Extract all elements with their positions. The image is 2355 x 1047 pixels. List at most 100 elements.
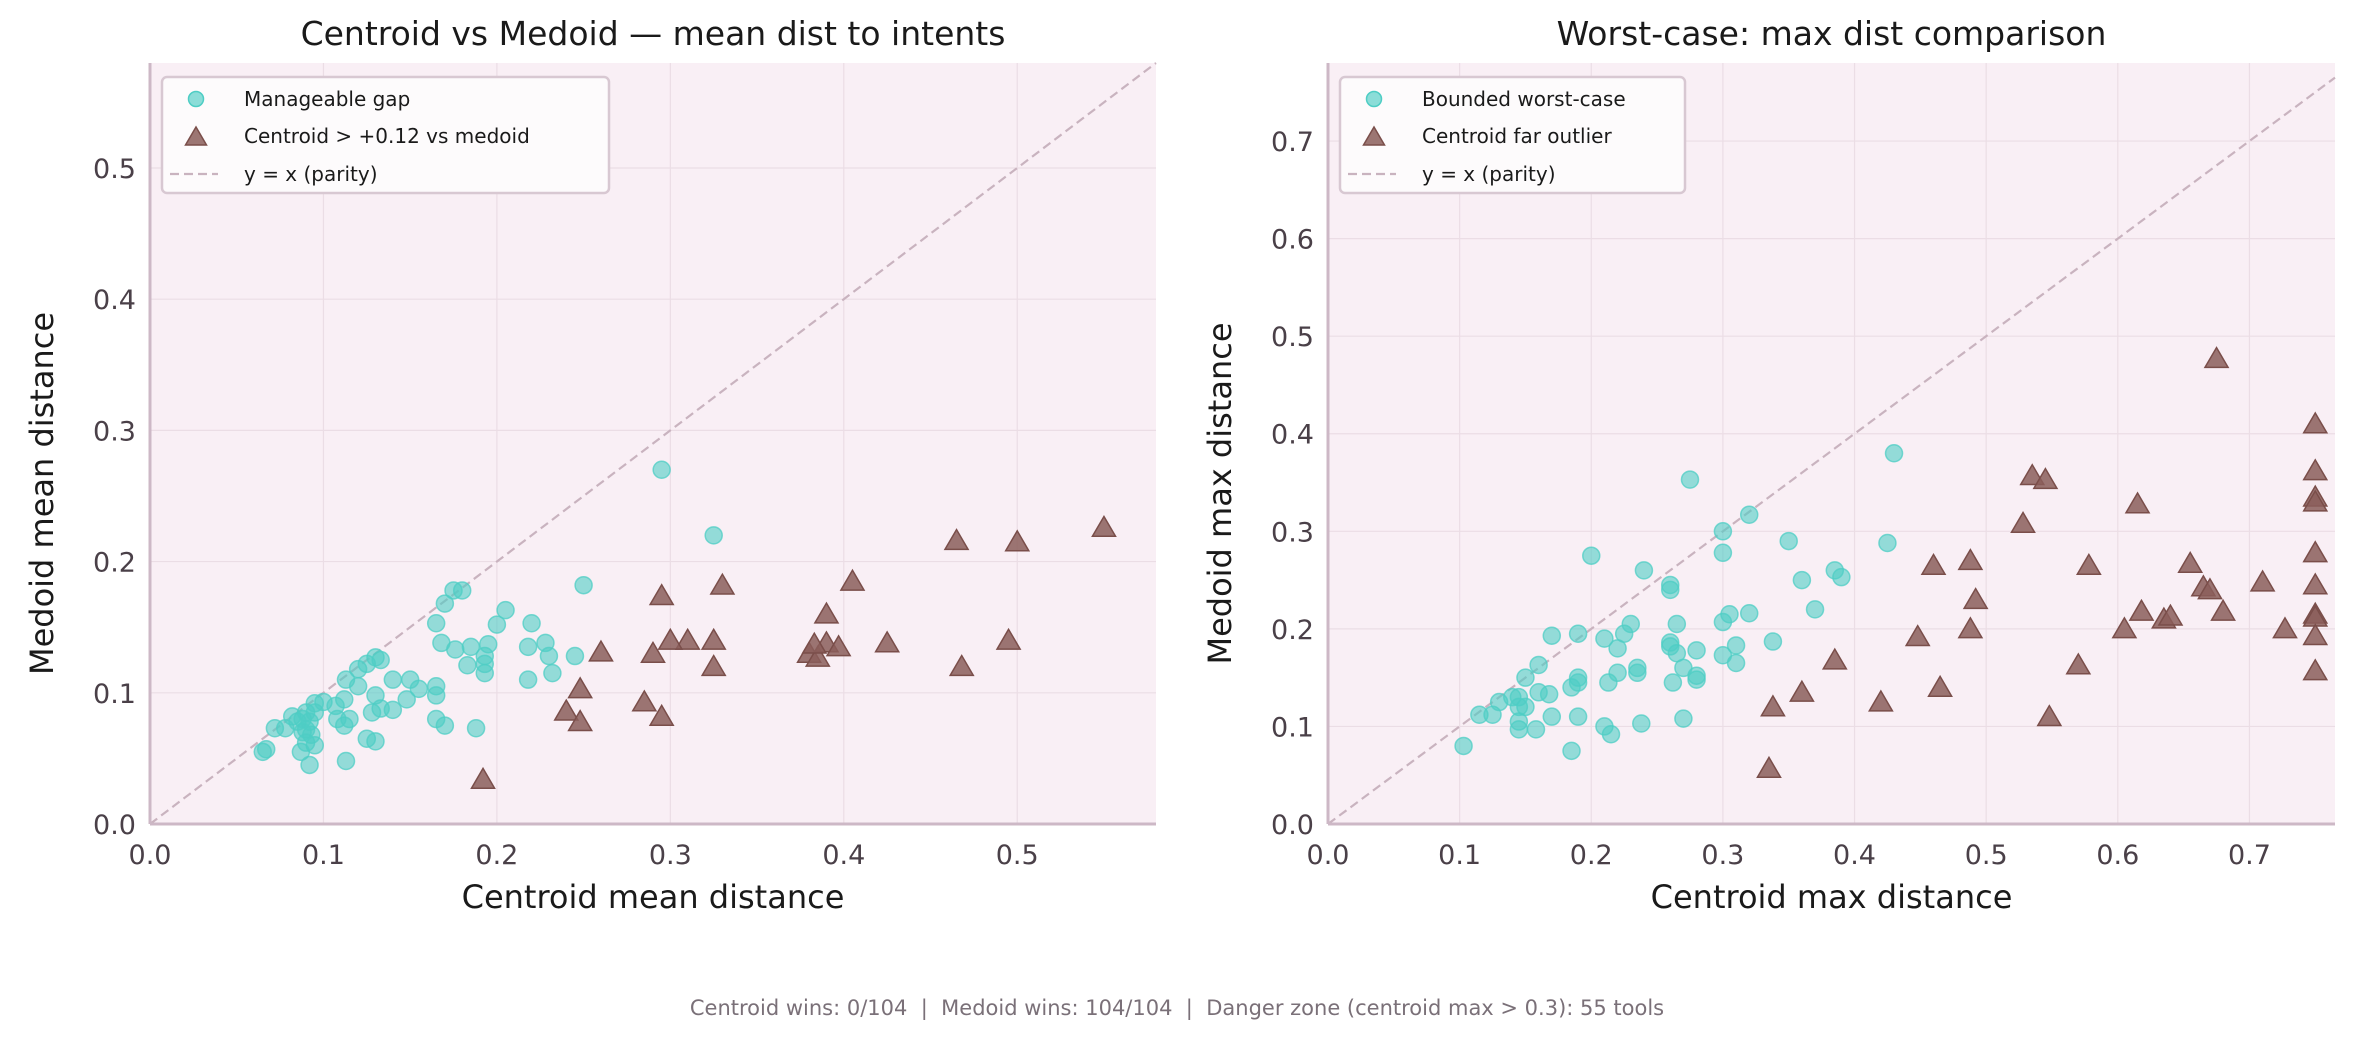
y-tick-label: 0.5 — [1271, 322, 1314, 353]
data-point-circle — [1687, 670, 1706, 689]
data-point-triangle — [567, 709, 594, 732]
data-point-circle — [265, 718, 285, 738]
data-point-triangle — [2157, 603, 2184, 626]
data-point-circle — [305, 736, 325, 755]
x-tick-label: 0.1 — [1438, 840, 1481, 871]
data-point-triangle — [1957, 616, 1984, 639]
data-point-triangle — [2111, 616, 2138, 639]
data-point-circle — [362, 703, 382, 722]
data-point-circle — [1680, 470, 1700, 489]
data-point-circle — [704, 526, 723, 545]
legend-label: Manageable gap — [244, 87, 410, 111]
data-point-circle — [1568, 624, 1588, 643]
legend-label: Centroid > +0.12 vs medoid — [244, 124, 530, 148]
data-point-triangle — [1957, 548, 1984, 571]
data-point-circle — [1634, 561, 1654, 580]
data-point-circle — [435, 716, 455, 735]
data-point-circle — [1674, 709, 1693, 728]
data-point-circle — [371, 650, 390, 670]
data-point-circle — [1805, 600, 1825, 619]
data-point-circle — [496, 600, 515, 620]
data-point-triangle — [648, 583, 675, 606]
data-point-circle — [1542, 707, 1562, 726]
x-tick-label: 0.1 — [302, 840, 345, 871]
data-point-triangle — [1091, 514, 1117, 538]
data-point-circle — [1713, 612, 1733, 632]
data-point-triangle — [2272, 616, 2298, 639]
y-tick-label: 0.1 — [93, 679, 136, 710]
data-point-circle — [1713, 543, 1733, 563]
data-point-triangle — [657, 627, 684, 650]
data-point-circle — [652, 460, 671, 479]
data-point-triangle — [995, 627, 1022, 650]
x-axis-label: Centroid mean distance — [462, 878, 845, 916]
data-point-triangle — [948, 654, 975, 677]
data-point-circle — [300, 755, 319, 775]
footer-summary: Centroid wins: 0/104 | Medoid wins: 104/… — [690, 996, 1664, 1021]
x-tick-label: 0.4 — [1833, 840, 1876, 871]
data-point-circle — [1792, 570, 1812, 590]
data-point-circle — [1763, 632, 1783, 651]
data-point-triangle — [553, 698, 580, 721]
data-point-triangle — [1760, 694, 1786, 717]
data-point-triangle — [2177, 551, 2204, 574]
data-point-triangle — [1927, 674, 1953, 697]
data-point-circle — [1582, 546, 1601, 565]
legend-label: Centroid far outlier — [1422, 124, 1612, 148]
data-point-triangle — [709, 572, 736, 595]
data-point-triangle — [1920, 552, 1947, 576]
data-point-circle — [1542, 626, 1562, 645]
data-point-triangle — [1004, 529, 1031, 552]
x-tick-label: 0.3 — [1701, 840, 1744, 871]
data-point-triangle — [1821, 647, 1848, 670]
y-tick-label: 0.0 — [93, 810, 136, 841]
data-point-triangle — [588, 639, 614, 662]
data-point-triangle — [2019, 463, 2046, 486]
data-point-circle — [1562, 741, 1581, 761]
data-point-circle — [1884, 444, 1904, 463]
data-point-triangle — [804, 644, 831, 667]
data-point-triangle — [2032, 467, 2059, 490]
data-point-circle — [336, 751, 356, 771]
data-point-circle — [397, 690, 416, 709]
data-point-triangle — [2302, 540, 2329, 563]
data-point-circle — [444, 581, 463, 600]
data-point-triangle — [1789, 679, 1815, 702]
data-point-triangle — [1868, 689, 1894, 712]
data-point-triangle — [2249, 569, 2276, 592]
data-point-circle — [293, 722, 312, 742]
x-tick-label: 0.0 — [1307, 840, 1350, 871]
data-point-circle — [1516, 668, 1535, 687]
data-point-triangle — [943, 528, 970, 551]
data-point-circle — [518, 670, 538, 689]
data-point-triangle — [640, 640, 666, 663]
data-point-circle — [1779, 531, 1798, 551]
data-point-circle — [366, 732, 385, 751]
data-point-triangle — [2210, 598, 2236, 621]
y-tick-label: 0.4 — [93, 285, 136, 316]
data-point-triangle — [2302, 489, 2329, 512]
data-point-circle — [1739, 604, 1759, 623]
legend-box — [1338, 75, 1687, 195]
data-point-triangle — [839, 568, 866, 591]
data-point-triangle — [470, 766, 496, 789]
data-point-circle — [1595, 629, 1614, 648]
data-point-triangle — [2302, 658, 2329, 681]
data-point-triangle — [1962, 587, 1989, 610]
x-tick-label: 0.6 — [2096, 840, 2139, 871]
data-point-triangle — [2128, 598, 2155, 621]
data-point-circle — [1878, 533, 1897, 553]
x-tick-label: 0.3 — [649, 840, 692, 871]
y-axis-label: Medoid max distance — [1201, 322, 1239, 664]
data-point-circle — [487, 615, 507, 634]
legend-label: y = x (parity) — [244, 162, 378, 186]
data-point-circle — [305, 703, 325, 722]
data-point-triangle — [2302, 623, 2329, 646]
x-tick-label: 0.5 — [1965, 840, 2008, 871]
x-tick-label: 0.0 — [129, 840, 172, 871]
data-point-triangle — [2010, 511, 2036, 534]
data-point-circle — [574, 575, 593, 595]
data-point-circle — [1713, 522, 1733, 541]
data-point-triangle — [700, 654, 727, 677]
